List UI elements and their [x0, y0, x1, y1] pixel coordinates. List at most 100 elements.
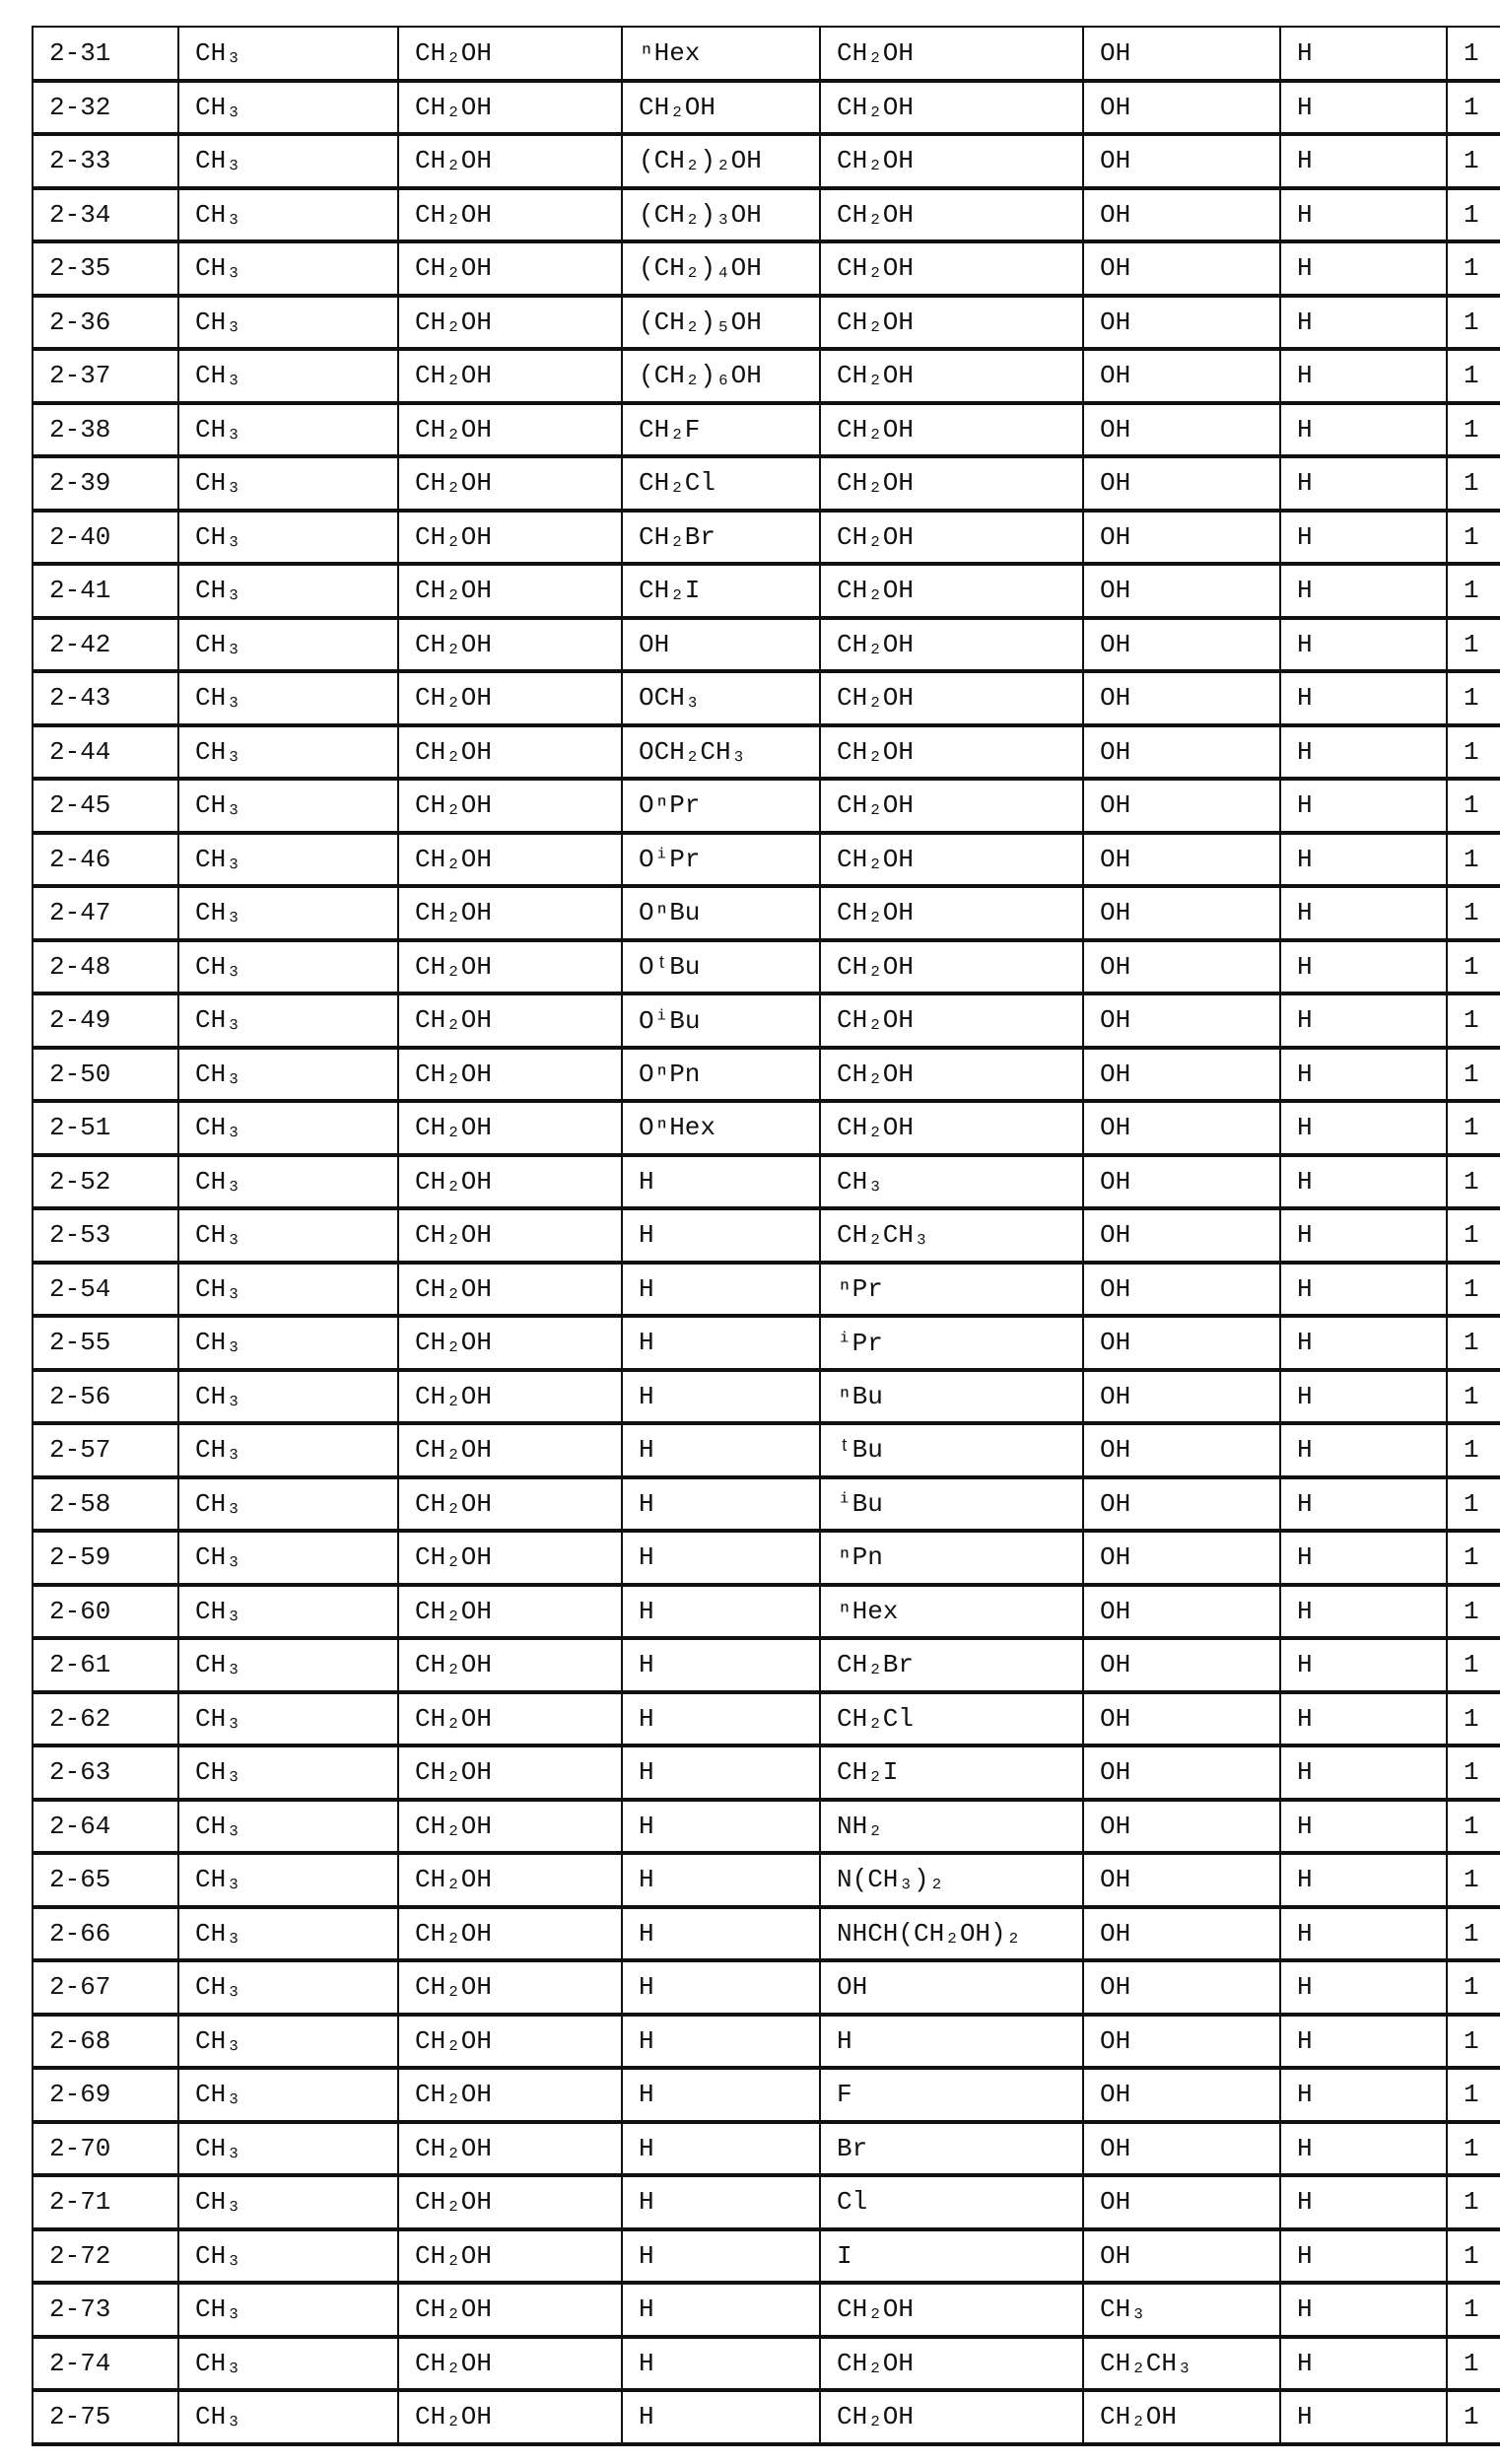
substituent-1-cell: CH₃ [178, 2068, 398, 2122]
substituent-3-cell: CH₂I [622, 564, 820, 618]
substituent-3-cell: (CH₂)₆OH [622, 349, 820, 403]
substituent-5-cell: OH [1083, 1960, 1280, 2015]
substituent-3-cell: (CH₂)₂OH [622, 134, 820, 188]
substituent-1-cell: CH₃ [178, 296, 398, 350]
substituent-2-cell: CH₂OH [398, 511, 622, 565]
substituent-5-cell: OH [1083, 1316, 1280, 1370]
substituent-3-cell: H [622, 1907, 820, 1961]
compound-id-cell: 2-52 [33, 1155, 178, 1209]
compound-id-cell: 2-60 [33, 1585, 178, 1639]
table-row: 2-33CH₃CH₂OH(CH₂)₂OHCH₂OHOHH1 [33, 134, 1500, 188]
count-cell: 1 [1447, 1531, 1500, 1585]
substituent-2-cell: CH₂OH [398, 618, 622, 672]
substituent-5-cell: OH [1083, 403, 1280, 457]
compound-id-cell: 2-66 [33, 1907, 178, 1961]
compound-id-cell: 2-33 [33, 134, 178, 188]
substituent-1-cell: CH₃ [178, 940, 398, 994]
substituent-6-cell: H [1280, 456, 1447, 511]
substituent-4-cell: CH₂OH [820, 618, 1083, 672]
compound-id-cell: 2-47 [33, 886, 178, 940]
count-cell: 1 [1447, 81, 1500, 135]
substituent-5-cell: OH [1083, 671, 1280, 725]
substituent-3-cell: OH [622, 618, 820, 672]
count-cell: 1 [1447, 134, 1500, 188]
substituent-5-cell: OH [1083, 886, 1280, 940]
substituent-3-cell: OⁱBu [622, 993, 820, 1048]
table-row: 2-74CH₃CH₂OHHCH₂OHCH₂CH₃H1 [33, 2337, 1500, 2391]
compound-id-cell: 2-40 [33, 511, 178, 565]
count-cell: 1 [1447, 1800, 1500, 1854]
substituent-1-cell: CH₃ [178, 1370, 398, 1424]
substituent-3-cell: H [622, 1800, 820, 1854]
substituent-5-cell: OH [1083, 1692, 1280, 1746]
count-cell: 1 [1447, 1155, 1500, 1209]
table-row: 2-50CH₃CH₂OHOⁿPnCH₂OHOHH1 [33, 1048, 1500, 1102]
substituent-1-cell: CH₃ [178, 779, 398, 833]
substituent-2-cell: CH₂OH [398, 1692, 622, 1746]
substituent-5-cell: OH [1083, 1101, 1280, 1155]
substituent-3-cell: H [622, 2390, 820, 2444]
substituent-1-cell: CH₃ [178, 1800, 398, 1854]
substituent-4-cell: ⁿPn [820, 1531, 1083, 1585]
substituent-2-cell: CH₂OH [398, 1370, 622, 1424]
count-cell: 1 [1447, 188, 1500, 242]
table-row: 2-48CH₃CH₂OHOᵗBuCH₂OHOHH1 [33, 940, 1500, 994]
substituent-1-cell: CH₃ [178, 725, 398, 780]
substituent-5-cell: OH [1083, 1423, 1280, 1477]
substituent-3-cell: H [622, 1208, 820, 1263]
substituent-1-cell: CH₃ [178, 1101, 398, 1155]
substituent-4-cell: CH₂OH [820, 2390, 1083, 2444]
substituent-3-cell: OⁿHex [622, 1101, 820, 1155]
table-row: 2-60CH₃CH₂OHHⁿHexOHH1 [33, 1585, 1500, 1639]
substituent-5-cell: OH [1083, 1531, 1280, 1585]
count-cell: 1 [1447, 349, 1500, 403]
substituent-6-cell: H [1280, 81, 1447, 135]
table-row: 2-51CH₃CH₂OHOⁿHexCH₂OHOHH1 [33, 1101, 1500, 1155]
substituent-1-cell: CH₃ [178, 2122, 398, 2176]
compound-id-cell: 2-34 [33, 188, 178, 242]
substituent-2-cell: CH₂OH [398, 725, 622, 780]
table-row: 2-72CH₃CH₂OHHIOHH1 [33, 2229, 1500, 2284]
substituent-4-cell: ⁱPr [820, 1316, 1083, 1370]
substituent-4-cell: CH₃ [820, 1155, 1083, 1209]
table-row: 2-70CH₃CH₂OHHBrOHH1 [33, 2122, 1500, 2176]
substituent-2-cell: CH₂OH [398, 1263, 622, 1317]
substituent-3-cell: CH₂OH [622, 81, 820, 135]
substituent-1-cell: CH₃ [178, 1423, 398, 1477]
substituent-4-cell: CH₂OH [820, 725, 1083, 780]
substituent-5-cell: OH [1083, 1477, 1280, 1532]
substituent-3-cell: H [622, 2229, 820, 2284]
substituent-6-cell: H [1280, 349, 1447, 403]
compound-id-cell: 2-44 [33, 725, 178, 780]
compound-id-cell: 2-72 [33, 2229, 178, 2284]
substituent-2-cell: CH₂OH [398, 1316, 622, 1370]
count-cell: 1 [1447, 564, 1500, 618]
compound-id-cell: 2-65 [33, 1853, 178, 1907]
substituent-3-cell: H [622, 1423, 820, 1477]
substituent-5-cell: OH [1083, 1800, 1280, 1854]
table-row: 2-39CH₃CH₂OHCH₂ClCH₂OHOHH1 [33, 456, 1500, 511]
substituent-5-cell: OH [1083, 27, 1280, 81]
substituent-3-cell: H [622, 1155, 820, 1209]
substituent-4-cell: ⁿBu [820, 1370, 1083, 1424]
table-row: 2-67CH₃CH₂OHHOHOHH1 [33, 1960, 1500, 2015]
substituent-3-cell: OCH₃ [622, 671, 820, 725]
compound-id-cell: 2-75 [33, 2390, 178, 2444]
substituent-3-cell: H [622, 2015, 820, 2069]
substituent-6-cell: H [1280, 671, 1447, 725]
count-cell: 1 [1447, 993, 1500, 1048]
substituent-6-cell: H [1280, 779, 1447, 833]
substituent-5-cell: OH [1083, 1585, 1280, 1639]
substituent-4-cell: ⁱBu [820, 1477, 1083, 1532]
substituent-5-cell: OH [1083, 2015, 1280, 2069]
count-cell: 1 [1447, 1048, 1500, 1102]
substituent-6-cell: H [1280, 1745, 1447, 1800]
count-cell: 1 [1447, 1692, 1500, 1746]
substituent-6-cell: H [1280, 618, 1447, 672]
substituent-4-cell: N(CH₃)₂ [820, 1853, 1083, 1907]
substituent-1-cell: CH₃ [178, 564, 398, 618]
count-cell: 1 [1447, 618, 1500, 672]
substituent-2-cell: CH₂OH [398, 27, 622, 81]
substituent-4-cell: CH₂OH [820, 2337, 1083, 2391]
compound-id-cell: 2-57 [33, 1423, 178, 1477]
